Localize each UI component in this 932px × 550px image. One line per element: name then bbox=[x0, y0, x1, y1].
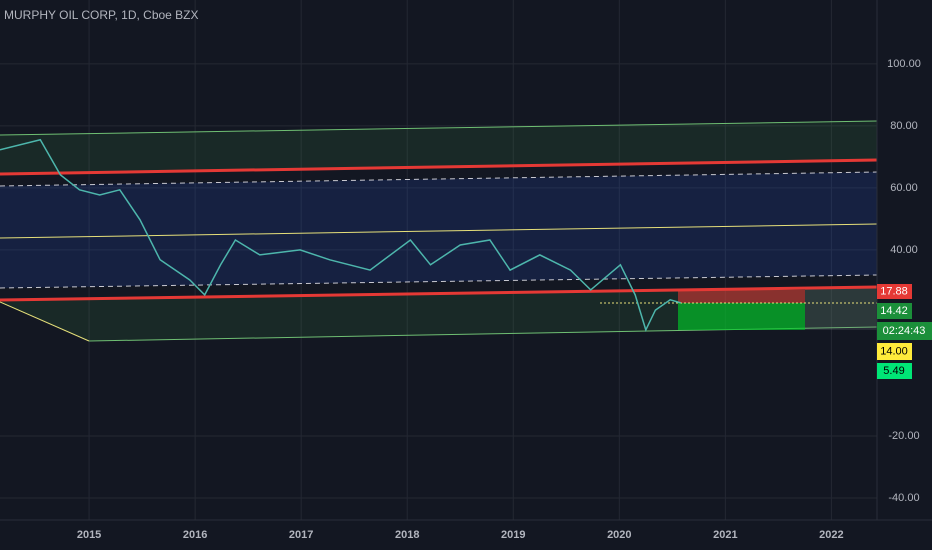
x-tick-label: 2020 bbox=[607, 529, 631, 541]
grid bbox=[0, 0, 877, 520]
y-tick-label: 60.00 bbox=[890, 182, 918, 194]
x-tick-label: 2019 bbox=[501, 529, 525, 541]
support-line bbox=[0, 285, 878, 302]
projection-zone bbox=[805, 287, 877, 330]
lower-channel bbox=[0, 287, 877, 341]
price-label: 14.42 bbox=[880, 305, 908, 317]
channel-line bbox=[0, 120, 878, 136]
countdown-label: 02:24:43 bbox=[883, 325, 926, 337]
price-label: 14.00 bbox=[880, 345, 908, 357]
price-label: 17.88 bbox=[880, 285, 908, 297]
price bbox=[0, 138, 682, 332]
countdown-badge bbox=[877, 322, 932, 340]
price-badge bbox=[877, 343, 912, 360]
y-tick-label: -40.00 bbox=[888, 492, 919, 504]
x-tick-label: 2016 bbox=[183, 529, 207, 541]
y-tick-label: 100.00 bbox=[887, 58, 921, 70]
x-tick-label: 2022 bbox=[819, 529, 843, 541]
loss-zone bbox=[678, 290, 805, 303]
x-tick-label: 2021 bbox=[713, 529, 737, 541]
price-badge bbox=[877, 284, 912, 299]
x-tick-label: 2015 bbox=[77, 529, 101, 541]
dashed-line bbox=[0, 171, 878, 187]
yellow-line bbox=[0, 223, 878, 239]
x-tick-label: 2017 bbox=[289, 529, 313, 541]
resistance-line bbox=[0, 158, 878, 176]
upper-channel bbox=[0, 121, 877, 174]
profit-zone bbox=[678, 303, 805, 330]
price-badge bbox=[877, 363, 912, 379]
price-label: 5.49 bbox=[883, 365, 904, 377]
price-line bbox=[0, 138, 682, 332]
price-badge bbox=[877, 303, 912, 319]
y-tick-label: -20.00 bbox=[888, 430, 919, 442]
chart-title: MURPHY OIL CORP, 1D, Cboe BZX bbox=[4, 8, 199, 22]
mid-zone bbox=[0, 172, 877, 288]
yellow-line bbox=[0, 301, 90, 342]
y-tick-label: 40.00 bbox=[890, 244, 918, 256]
dashed-line bbox=[0, 274, 878, 289]
x-tick-label: 2018 bbox=[395, 529, 419, 541]
y-tick-label: 80.00 bbox=[890, 120, 918, 132]
